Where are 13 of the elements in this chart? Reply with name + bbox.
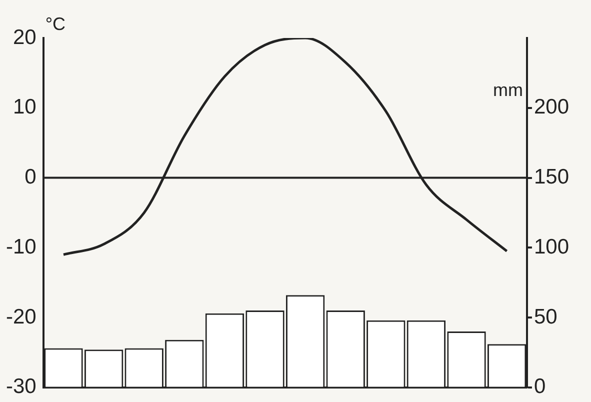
- y2-tick-label: 0: [534, 375, 546, 398]
- y-tick-label: 0: [24, 166, 36, 189]
- y-tick-label: -10: [6, 235, 36, 258]
- y-tick-label: -20: [6, 305, 36, 328]
- y-axis-title: °C: [45, 14, 66, 34]
- y2-tick-label: 150: [534, 166, 570, 189]
- y2-tick-label: 100: [534, 235, 570, 258]
- y-tick-label: 20: [12, 26, 36, 49]
- y-tick-label: 10: [12, 96, 36, 119]
- y2-axis-title: mm: [492, 80, 523, 100]
- y-tick-label: -30: [6, 375, 36, 398]
- y2-tick-label: 50: [534, 305, 558, 328]
- y2-tick-label: 200: [534, 96, 570, 119]
